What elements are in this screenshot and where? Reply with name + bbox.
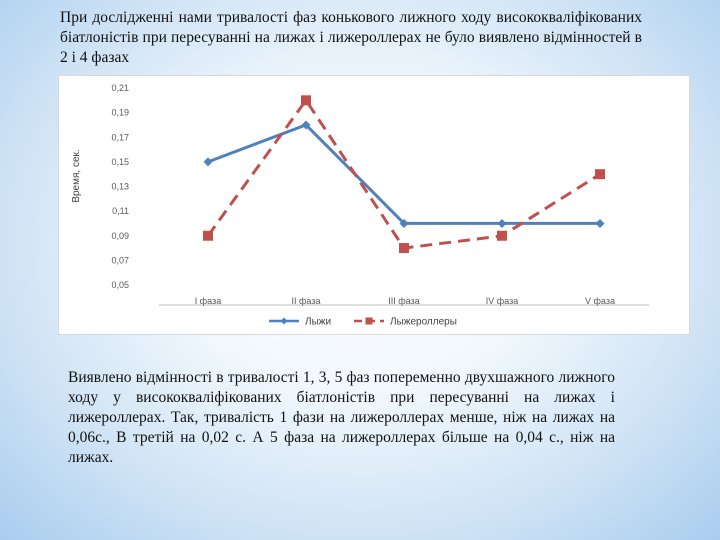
data-point-marker — [203, 157, 213, 167]
data-point-marker — [301, 120, 311, 130]
y-tick-label: 0,21 — [111, 83, 129, 93]
x-tick-label: II фаза — [292, 296, 321, 306]
legend: Лыжи Лыжероллеры — [269, 317, 457, 328]
y-tick-label: 0,17 — [111, 132, 129, 142]
y-tick-label: 0,07 — [111, 255, 129, 265]
intro-paragraph: При дослідженні нами тривалості фаз конь… — [60, 9, 642, 66]
series-layer — [203, 95, 605, 254]
data-point-marker — [595, 218, 605, 228]
chart-canvas: 0,21 0,19 0,17 0,15 0,13 0,11 0,09 0,07 0,05 Вре… — [71, 83, 649, 328]
legend-marker — [280, 317, 288, 325]
y-tick-label: 0,19 — [111, 108, 129, 118]
legend-marker — [365, 317, 373, 325]
x-tick-label: V фаза — [585, 296, 615, 306]
y-tick-label: 0,11 — [112, 206, 129, 216]
conclusion-paragraph: Виявлено відмінності в тривалості 1, 3, … — [68, 369, 615, 466]
data-point-marker — [399, 218, 409, 228]
y-tick-label: 0,13 — [111, 182, 129, 192]
x-axis-tick-labels: I фаза II фаза III фаза IV фаза V фаза — [195, 296, 615, 306]
y-tick-label: 0,09 — [111, 231, 129, 241]
data-point-marker — [399, 243, 409, 254]
y-tick-label: 0,05 — [111, 280, 129, 290]
data-point-marker — [301, 95, 311, 106]
x-tick-label: III фаза — [388, 296, 419, 306]
y-tick-label: 0,15 — [111, 157, 129, 167]
data-point-marker — [595, 169, 605, 180]
data-point-marker — [203, 230, 213, 241]
data-point-marker — [497, 218, 507, 228]
data-point-marker — [497, 230, 507, 241]
x-tick-label: I фаза — [195, 296, 221, 306]
line-chart: 0,21 0,19 0,17 0,15 0,13 0,11 0,09 0,07 0,05 Вре… — [58, 75, 690, 335]
legend-label: Лыжи — [305, 317, 331, 328]
y-axis-title: Время, сек. — [71, 149, 82, 202]
legend-label: Лыжероллеры — [390, 317, 457, 328]
y-axis-tick-labels: 0,21 0,19 0,17 0,15 0,13 0,11 0,09 0,07 0,05 — [111, 83, 129, 290]
series-line-1 — [207, 123, 600, 225]
x-tick-label: IV фаза — [486, 296, 518, 306]
